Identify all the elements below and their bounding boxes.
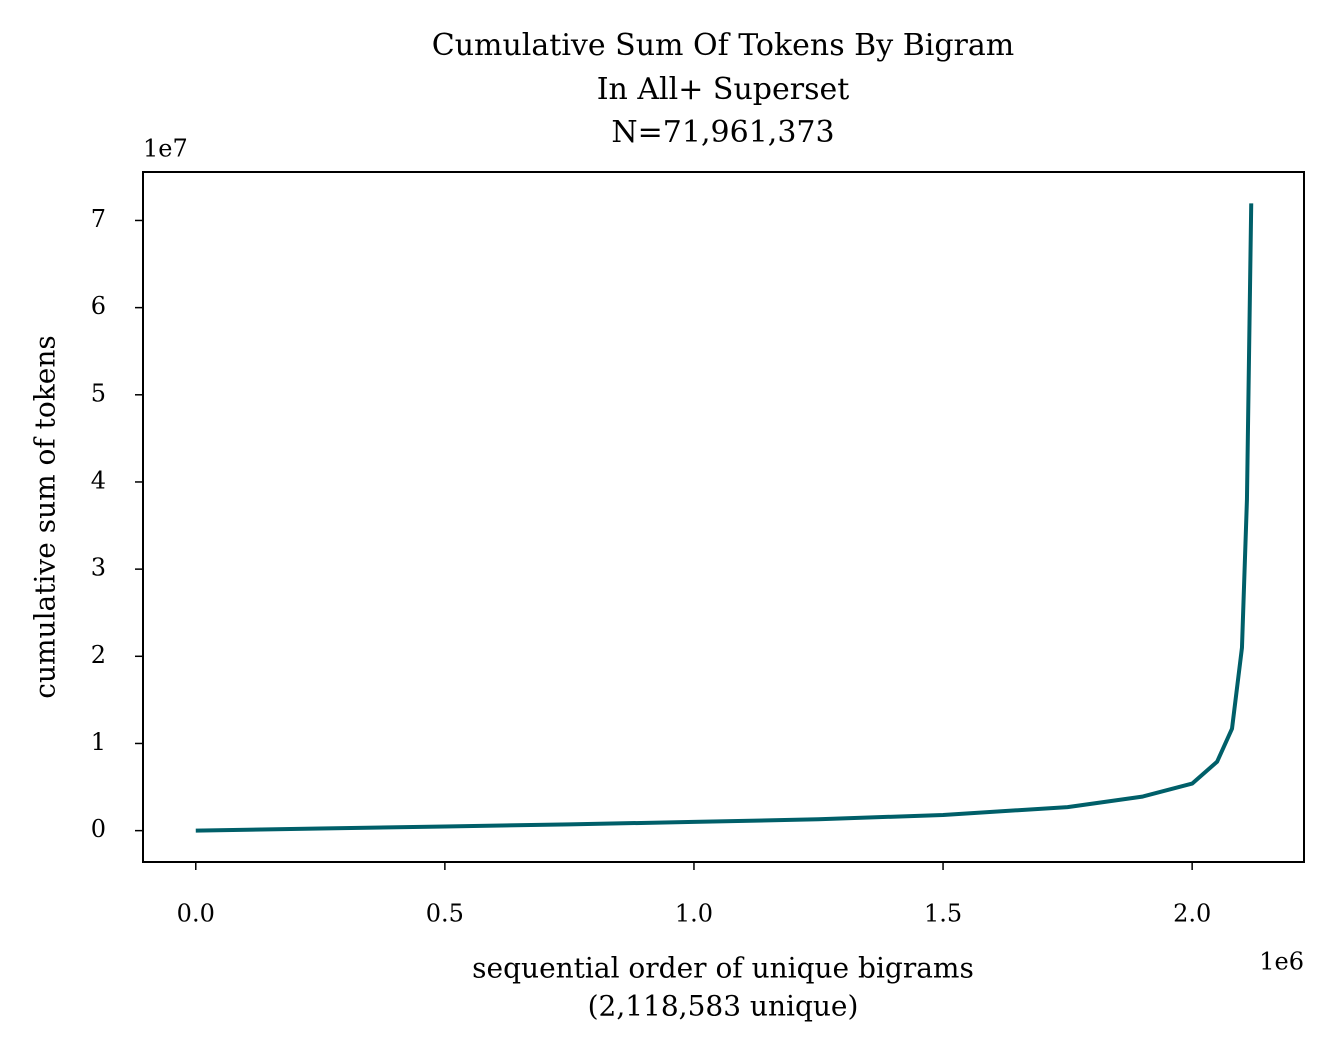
y-tick-label: 2 [91, 641, 106, 669]
x-axis-label: (2,118,583 unique) [588, 990, 859, 1023]
chart-title: In All+ Superset [597, 72, 850, 107]
y-tick-label: 7 [91, 205, 106, 233]
y-tick-label: 6 [91, 292, 106, 320]
y-tick-label: 4 [91, 466, 106, 494]
x-tick-label: 1.0 [675, 900, 713, 928]
data-line [195, 203, 1254, 833]
x-tick-label: 2.0 [1173, 900, 1211, 928]
y-axis-label: cumulative sum of tokens [29, 335, 62, 698]
x-tick-label: 0.0 [177, 900, 215, 928]
y-tick-label: 5 [91, 379, 106, 407]
chart-title: N=71,961,373 [611, 115, 834, 150]
plot-frame [142, 171, 1305, 863]
x-tick-label: 0.5 [426, 900, 464, 928]
x-tick-label: 1.5 [924, 900, 962, 928]
y-tick-label: 0 [91, 815, 106, 843]
chart-title: Cumulative Sum Of Tokens By Bigram [432, 28, 1014, 63]
x-axis-label: sequential order of unique bigrams [472, 952, 974, 985]
x-offset-label: 1e6 [1259, 948, 1304, 976]
y-offset-label: 1e7 [143, 135, 188, 163]
y-tick-label: 3 [91, 554, 106, 582]
y-tick-label: 1 [91, 728, 106, 756]
